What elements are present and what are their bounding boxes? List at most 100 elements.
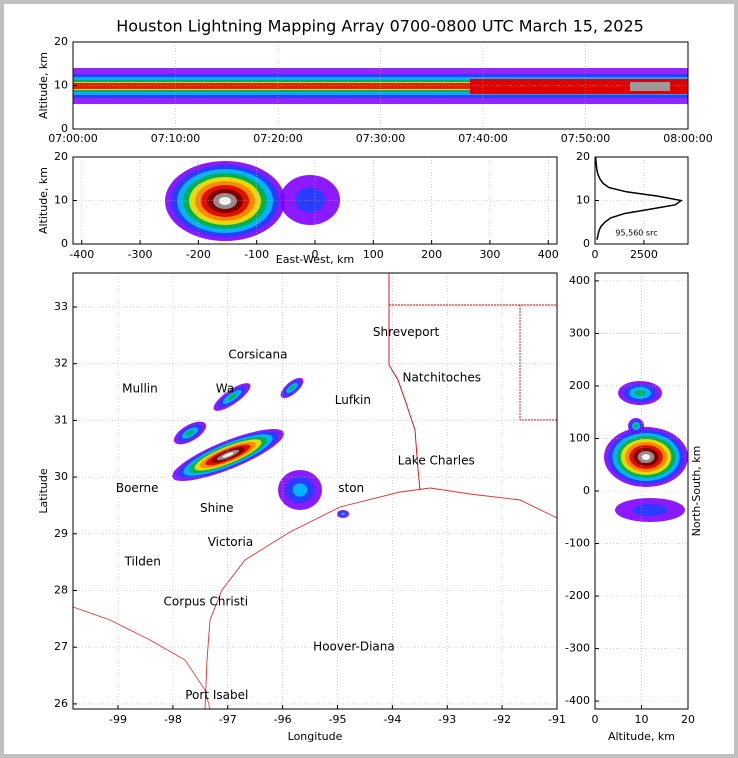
y-tick-label: 29 <box>54 527 68 540</box>
x-axis-label: Longitude <box>288 730 343 743</box>
state-border <box>389 304 557 421</box>
x-tick-label: -100 <box>244 248 269 261</box>
y-tick-label: 26 <box>54 697 68 710</box>
y-tick-label: 31 <box>54 413 68 426</box>
plot-frame <box>594 156 689 245</box>
y-axis-label: Altitude, km <box>37 52 50 119</box>
city-label: Corsicana <box>228 348 287 362</box>
state-border <box>388 273 421 491</box>
y-tick-label: 20 <box>54 35 68 48</box>
x-tick-label: -99 <box>109 713 127 726</box>
plot-frame <box>72 156 558 245</box>
city-label: Tilden <box>124 555 161 569</box>
x-tick-label: -91 <box>548 713 566 726</box>
density-blob <box>295 187 325 213</box>
density-blob <box>634 424 638 428</box>
x-tick-label: 07:10:00 <box>151 132 200 145</box>
chart-title: Houston Lightning Mapping Array 0700-080… <box>116 17 644 36</box>
city-label: ston <box>338 481 364 495</box>
y-tick-label: 10 <box>54 79 68 92</box>
city-label: Hoover-Diana <box>313 640 395 654</box>
y-axis-label: North-South, km <box>690 446 703 537</box>
y-tick-label: -100 <box>565 537 590 550</box>
city-label: Natchitoches <box>403 370 481 384</box>
x-tick-label: 400 <box>538 248 559 261</box>
x-tick-label: -93 <box>438 713 456 726</box>
y-tick-label: 27 <box>54 640 68 653</box>
profile-line <box>594 156 683 240</box>
y-tick-label: 0 <box>61 122 68 135</box>
x-tick-label: 100 <box>363 248 384 261</box>
y-tick-label: 30 <box>54 470 68 483</box>
city-label: Lufkin <box>335 393 371 407</box>
x-tick-label: 0 <box>592 713 599 726</box>
city-label: Lake Charles <box>398 454 475 468</box>
y-tick-label: -400 <box>565 694 590 707</box>
x-tick-label: 07:30:00 <box>356 132 405 145</box>
x-tick-label: -95 <box>329 713 347 726</box>
y-tick-label: 300 <box>569 326 590 339</box>
plot-frame <box>72 272 558 710</box>
city-label: Victoria <box>208 535 254 549</box>
city-label: Port Isabel <box>185 688 248 702</box>
density-blob <box>289 385 295 391</box>
x-tick-label: -92 <box>493 713 511 726</box>
y-tick-label: 0 <box>583 484 590 497</box>
x-tick-label: 07:20:00 <box>253 132 302 145</box>
density-band <box>73 83 688 89</box>
x-tick-label: 07:00:00 <box>48 132 97 145</box>
y-axis-label: Latitude <box>37 468 50 514</box>
x-tick-label: 0 <box>592 248 599 261</box>
y-tick-label: 20 <box>54 150 68 163</box>
decoration <box>72 68 688 710</box>
density-blob <box>632 504 668 516</box>
density-blob <box>222 452 234 458</box>
x-tick-label: 10 <box>635 713 649 726</box>
plot-frame <box>594 272 689 710</box>
x-tick-label: 0 <box>312 248 319 261</box>
city-label: Shine <box>200 501 234 515</box>
city-label: Corpus Christi <box>164 594 249 608</box>
city-label: Mullin <box>122 382 158 396</box>
y-tick-label: 200 <box>569 379 590 392</box>
annotation: 95,560 src <box>615 229 657 238</box>
city-label: Shreveport <box>373 325 440 339</box>
plot-frame <box>72 41 689 130</box>
x-tick-label: -96 <box>274 713 292 726</box>
density-blob <box>634 390 646 396</box>
y-axis-label: Altitude, km <box>37 167 50 234</box>
x-tick-label: -98 <box>164 713 182 726</box>
density-blob <box>341 512 345 516</box>
city-label: Wa <box>216 382 234 396</box>
x-tick-label: -200 <box>186 248 211 261</box>
x-axis-label: East-West, km <box>276 253 354 266</box>
x-tick-label: -94 <box>383 713 401 726</box>
density-band <box>630 82 670 91</box>
city-label: Boerne <box>116 481 159 495</box>
y-tick-label: 32 <box>54 357 68 370</box>
x-tick-label: 07:40:00 <box>458 132 507 145</box>
x-tick-label: 08:00:00 <box>663 132 712 145</box>
y-tick-label: 0 <box>583 237 590 250</box>
density-blob <box>292 483 308 497</box>
x-tick-label: 2500 <box>630 248 658 261</box>
y-tick-label: 28 <box>54 584 68 597</box>
x-tick-label: -97 <box>219 713 237 726</box>
x-tick-label: -300 <box>128 248 153 261</box>
density-blob <box>219 197 231 205</box>
y-tick-label: 100 <box>569 431 590 444</box>
x-tick-label: 300 <box>479 248 500 261</box>
x-tick-label: 07:50:00 <box>561 132 610 145</box>
y-tick-label: 400 <box>569 274 590 287</box>
coastline <box>204 487 558 710</box>
y-tick-label: 10 <box>54 194 68 207</box>
x-tick-label: 200 <box>421 248 442 261</box>
y-tick-label: -300 <box>565 642 590 655</box>
y-tick-label: 33 <box>54 300 68 313</box>
y-tick-label: 10 <box>576 194 590 207</box>
x-tick-label: -400 <box>69 248 94 261</box>
density-blob <box>227 393 237 401</box>
y-tick-label: 20 <box>576 150 590 163</box>
